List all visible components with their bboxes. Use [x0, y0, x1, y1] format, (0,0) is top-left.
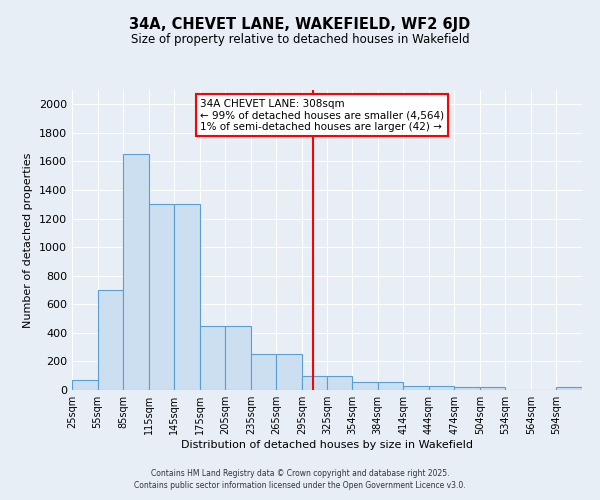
Bar	[149, 204, 174, 390]
Bar	[403, 386, 429, 390]
Bar	[302, 376, 328, 390]
Text: 34A CHEVET LANE: 308sqm
← 99% of detached houses are smaller (4,564)
1% of semi-: 34A CHEVET LANE: 308sqm ← 99% of detache…	[200, 98, 444, 132]
Bar	[123, 154, 149, 390]
Bar	[174, 204, 200, 390]
Text: Contains public sector information licensed under the Open Government Licence v3: Contains public sector information licen…	[134, 481, 466, 490]
Bar	[352, 382, 377, 390]
Text: 34A, CHEVET LANE, WAKEFIELD, WF2 6JD: 34A, CHEVET LANE, WAKEFIELD, WF2 6JD	[130, 18, 470, 32]
Bar	[277, 354, 302, 390]
Bar	[225, 326, 251, 390]
Bar	[251, 354, 277, 390]
X-axis label: Distribution of detached houses by size in Wakefield: Distribution of detached houses by size …	[181, 440, 473, 450]
Bar	[429, 386, 454, 390]
Bar	[200, 326, 225, 390]
Bar	[72, 380, 98, 390]
Bar	[98, 290, 123, 390]
Bar	[328, 376, 352, 390]
Bar	[377, 382, 403, 390]
Text: Size of property relative to detached houses in Wakefield: Size of property relative to detached ho…	[131, 32, 469, 46]
Y-axis label: Number of detached properties: Number of detached properties	[23, 152, 34, 328]
Text: Contains HM Land Registry data © Crown copyright and database right 2025.: Contains HM Land Registry data © Crown c…	[151, 468, 449, 477]
Bar	[480, 387, 505, 390]
Bar	[556, 387, 582, 390]
Bar	[454, 387, 480, 390]
